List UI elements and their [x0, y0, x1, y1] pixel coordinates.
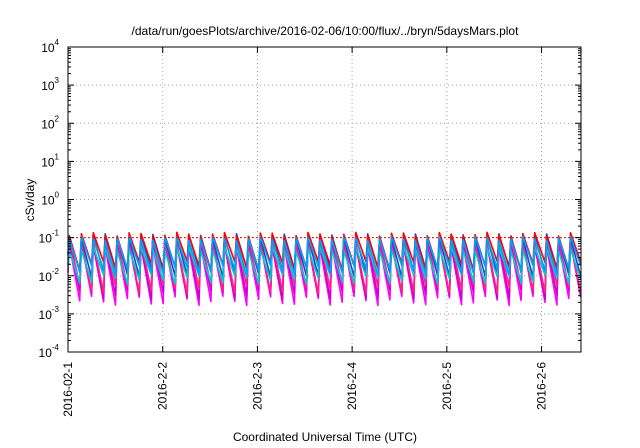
y-tick-exponent: 4 [55, 38, 60, 47]
x-tick-label: 2016-2-4 [345, 362, 359, 410]
y-tick-base: 10 [41, 194, 55, 208]
y-tick-base: 10 [41, 79, 55, 93]
y-tick-exponent: -3 [52, 305, 60, 314]
x-axis-label: Coordinated Universal Time (UTC) [233, 430, 417, 444]
y-tick-exponent: -1 [52, 229, 60, 238]
x-tick-label: 2016-2-6 [535, 362, 549, 410]
y-tick-base: 10 [41, 155, 55, 169]
series-group [67, 231, 582, 307]
y-tick-exponent: -4 [52, 343, 60, 352]
y-tick-label: 10-4 [39, 343, 60, 360]
x-tick-label: 2016-2-3 [250, 362, 264, 410]
y-tick-base: 10 [39, 308, 53, 322]
y-tick-label: 101 [41, 152, 59, 169]
y-tick-base: 10 [39, 232, 53, 246]
y-tick-exponent: -2 [52, 267, 60, 276]
y-tick-label: 103 [41, 76, 59, 93]
x-axis: 2016-02-1 2016-2-2 2016-2-3 2016-2-4 2016-2-… [61, 47, 549, 417]
y-tick-base: 10 [41, 41, 55, 55]
y-tick-label: 10-2 [39, 267, 60, 284]
y-tick-exponent: 2 [55, 114, 60, 123]
y-tick-base: 10 [39, 346, 53, 360]
y-tick-label: 102 [41, 114, 59, 131]
x-tick-label: 2016-2-2 [156, 362, 170, 410]
x-tick-label: 2016-2-5 [440, 362, 454, 410]
y-tick-exponent: 3 [55, 76, 60, 85]
x-tick-label: 2016-02-1 [61, 362, 75, 417]
y-tick-base: 10 [41, 117, 55, 131]
y-tick-base: 10 [39, 270, 53, 284]
series-line [67, 235, 582, 276]
chart-title: /data/run/goesPlots/archive/2016-02-06/1… [132, 24, 520, 38]
y-tick-exponent: 0 [55, 191, 60, 200]
y-tick-label: 10-3 [39, 305, 60, 322]
y-tick-exponent: 1 [55, 152, 60, 161]
y-tick-label: 104 [41, 38, 59, 55]
y-tick-label: 100 [41, 191, 59, 208]
y-axis-label: cSv/day [23, 179, 37, 222]
grid [68, 47, 581, 352]
y-tick-label: 10-1 [39, 229, 60, 246]
